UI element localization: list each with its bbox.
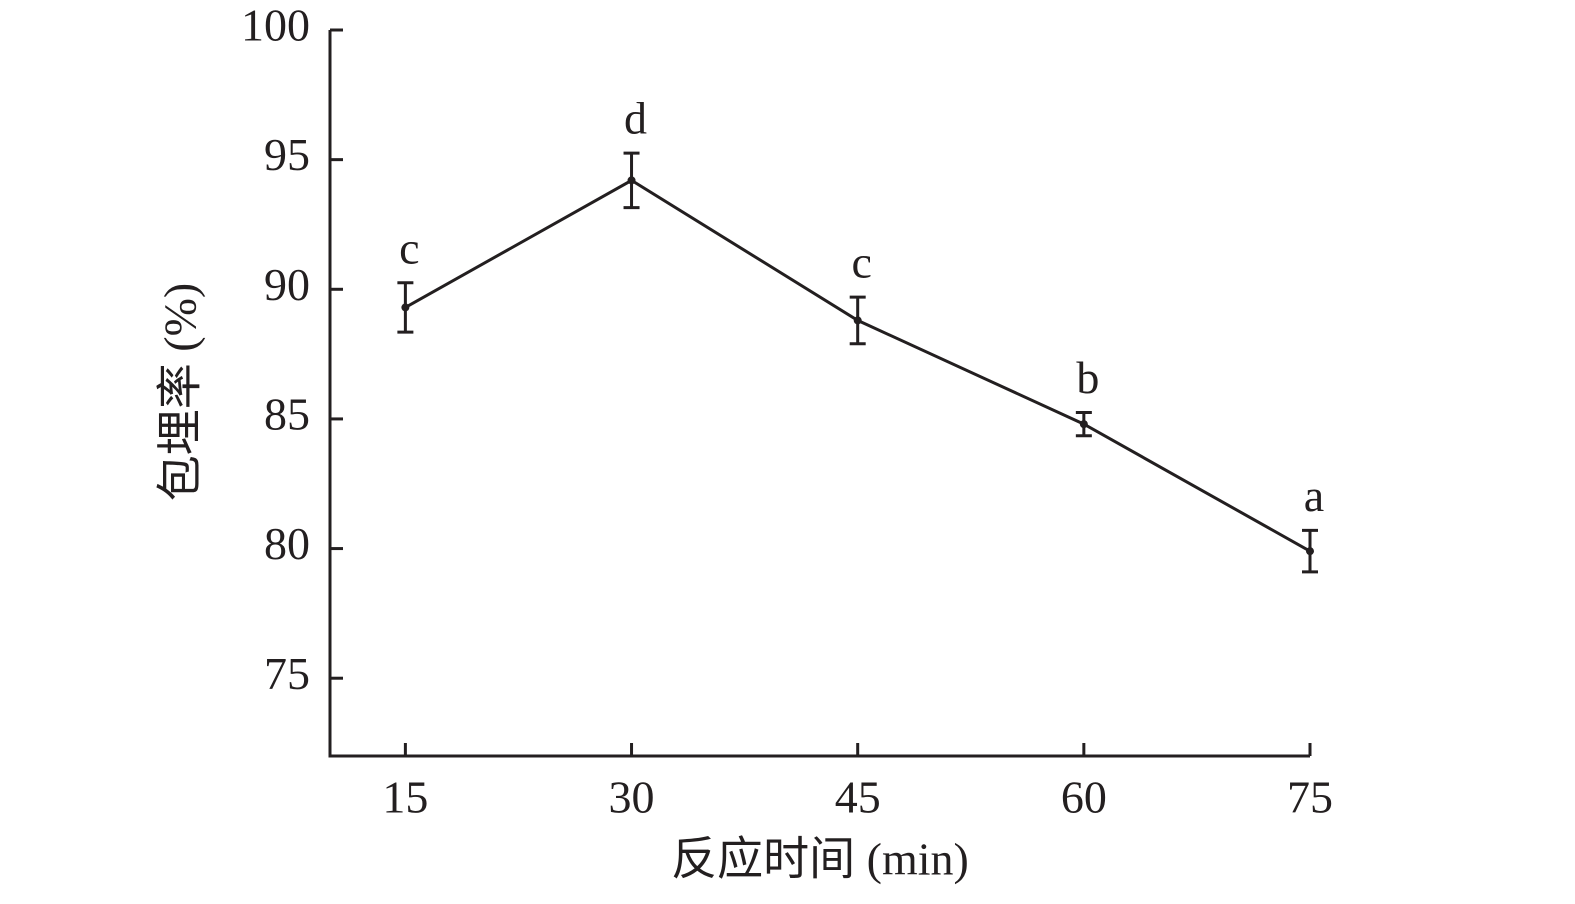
annotation: b: [1076, 352, 1099, 403]
annotation: c: [851, 237, 871, 288]
point: [853, 316, 862, 325]
x-tick-label: 45: [835, 772, 881, 823]
x-tick-label: 60: [1061, 772, 1107, 823]
x-axis-title: 反应时间 (min): [671, 834, 969, 885]
point: [627, 176, 636, 185]
point: [401, 303, 410, 312]
x-tick-label: 75: [1287, 772, 1333, 823]
annotation: d: [624, 93, 647, 144]
y-tick-label: 80: [264, 518, 310, 569]
y-tick-label: 100: [241, 0, 310, 51]
annotation: a: [1304, 470, 1324, 521]
y-tick-label: 85: [264, 388, 310, 439]
point: [1306, 547, 1314, 556]
y-tick-label: 75: [264, 648, 310, 699]
y-tick-label: 90: [264, 259, 310, 310]
point: [1079, 420, 1088, 429]
y-axis-title: 包埋率 (%): [155, 283, 206, 501]
axes: [328, 30, 1310, 758]
y-tick-label: 95: [264, 129, 310, 180]
x-tick-label: 15: [382, 772, 428, 823]
annotation: c: [399, 222, 419, 273]
x-tick-label: 30: [609, 772, 655, 823]
